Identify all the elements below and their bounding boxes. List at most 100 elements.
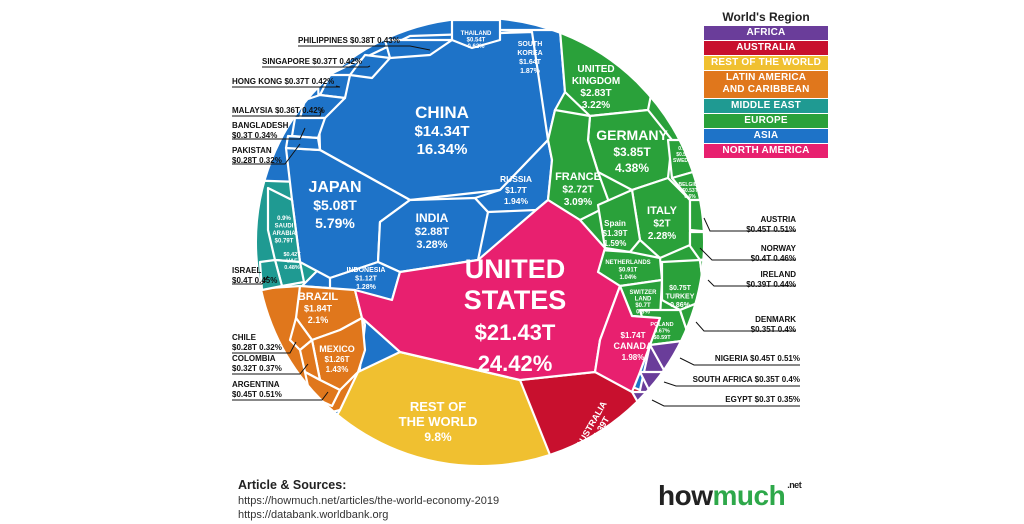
ext-label-israel-line: $0.4T 0.45%: [232, 276, 277, 285]
label-spain-line: 1.59%: [604, 239, 627, 248]
ext-label-chile-line: $0.28T 0.32%: [232, 343, 282, 352]
label-poland-line: $0.59T: [653, 335, 671, 341]
ext-label-malaysia-line: MALAYSIA $0.36T 0.42%: [232, 106, 325, 115]
label-china-line: 16.34%: [417, 141, 468, 158]
label-china-line: $14.34T: [414, 123, 469, 140]
ext-label-chile: CHILE$0.28T 0.32%: [232, 333, 297, 354]
cell-norway: [688, 230, 704, 262]
label-france-line: FRANCE: [555, 171, 601, 183]
label-brazil-line: 2.1%: [308, 315, 329, 325]
sources: Article & Sources: https://howmuch.net/a…: [238, 478, 499, 522]
label-canada-line: 1.98%: [622, 353, 645, 362]
legend-item-label: ASIA: [753, 130, 779, 141]
legend-item-label: MIDDLE EAST: [731, 100, 801, 111]
label-switzerland-line: SWITZER: [630, 290, 658, 296]
ext-label-argentina-line: ARGENTINA: [232, 380, 280, 389]
ext-label-egypt: EGYPT $0.3T 0.35%: [651, 395, 800, 407]
label-thailand-line: 0.62%: [467, 44, 485, 50]
leader-line: [232, 85, 341, 88]
label-mexico-line: 1.43%: [326, 365, 349, 374]
label-uk-line: KINGDOM: [572, 76, 620, 87]
label-russia: RUSSIA$1.7T1.94%: [500, 174, 532, 206]
legend-item-asia: ASIA: [704, 129, 828, 143]
ext-label-hong-kong: HONG KONG $0.37T 0.42%: [232, 77, 341, 88]
label-germany-line: GERMANY: [596, 127, 668, 143]
label-russia-line: 1.94%: [504, 196, 529, 206]
brand-part2: much: [712, 480, 786, 511]
legend-item-australia: AUSTRALIA: [704, 41, 828, 55]
legend-item-label: NORTH AMERICA: [722, 145, 810, 156]
label-thailand-line: $0.54T: [467, 38, 486, 44]
label-turkey-line: TURKEY: [666, 294, 695, 301]
ext-label-colombia-line: $0.32T 0.37%: [232, 364, 282, 373]
ext-label-denmark: DENMARK$0.35T 0.4%: [695, 315, 796, 334]
label-belgium-line: $0.53T: [682, 188, 698, 194]
label-sweden-line: 0.6%: [678, 146, 690, 152]
label-saudi-line: 0.9%: [277, 216, 291, 222]
source-link-databank[interactable]: https://databank.worldbank.org: [238, 509, 389, 521]
chart-outline: [255, 17, 705, 467]
leader-line: [262, 65, 371, 68]
source-link-article[interactable]: https://howmuch.net/articles/the-world-e…: [238, 495, 500, 507]
label-rest-line: 9.8%: [424, 430, 452, 444]
ext-label-denmark-line: $0.35T 0.4%: [751, 325, 796, 334]
cell-canada: [593, 284, 662, 394]
label-mexico-line: MEXICO: [319, 344, 355, 354]
ext-label-pakistan-line: $0.28T 0.32%: [232, 156, 282, 165]
legend-title: World's Region: [722, 10, 810, 24]
label-france-line: 3.09%: [564, 197, 592, 208]
cell-spain: [596, 188, 642, 254]
label-poland-line: POLAND: [650, 322, 673, 328]
label-rest-line: THE WORLD: [399, 414, 478, 429]
label-italy-line: 2.28%: [648, 231, 676, 242]
label-turkey-line: 0.86%: [670, 302, 691, 309]
label-switzerland-line: LAND: [635, 297, 652, 303]
ext-label-austria-line: AUSTRIA: [760, 215, 796, 224]
ext-label-egypt-line: EGYPT $0.3T 0.35%: [725, 395, 800, 404]
leader-line: [232, 341, 297, 354]
legend-items: AFRICA AUSTRALIA REST OF THE WORLD LATIN AM…: [704, 26, 828, 158]
cell-france: [546, 108, 612, 222]
label-germany-line: 4.38%: [615, 161, 649, 175]
label-switzerland-line: 0.8%: [636, 310, 650, 316]
label-uae-line: UAE: [286, 259, 298, 265]
ext-label-argentina: ARGENTINA$0.45T 0.51%: [232, 380, 329, 401]
cell-bangladesh: [290, 116, 327, 140]
label-france-line: $2.72T: [562, 185, 593, 196]
label-rest-line: REST OF: [410, 399, 466, 414]
label-japan-line: $5.08T: [313, 197, 357, 213]
label-netherlands-line: 1.04%: [619, 275, 637, 281]
ext-label-bangladesh-line: $0.3T 0.34%: [232, 131, 277, 140]
legend: World's Region AFRICA AUSTRALIA REST OF TH…: [704, 10, 828, 159]
leader-line: [232, 391, 329, 401]
label-uk-line: UNITED: [577, 64, 614, 75]
ext-label-israel-line: ISRAEL: [232, 266, 261, 275]
ext-label-ireland-line: $0.39T 0.44%: [746, 280, 796, 289]
ext-label-bangladesh-line: BANGLADESH: [232, 121, 289, 130]
label-netherlands-line: NETHERLANDS: [605, 260, 650, 266]
label-japan: JAPAN$5.08T 5.79%: [308, 179, 361, 231]
label-poland-line: 0.67%: [654, 329, 670, 335]
label-belgium-line: BELGIUM: [678, 182, 701, 188]
label-uk-line: $2.83T: [580, 88, 611, 99]
ext-label-israel: ISRAEL$0.4T 0.45%: [232, 266, 277, 285]
label-brazil-line: BRAZIL: [298, 291, 339, 303]
legend-item-label: LATIN AMERICA: [725, 72, 807, 83]
label-spain-line: Spain: [604, 219, 626, 228]
label-indonesia-line: 1.28%: [356, 284, 377, 291]
label-us-line: $21.43T: [475, 320, 556, 345]
external-labels: PHILIPPINES $0.38T 0.43% SINGAPORE $0.37T…: [232, 36, 800, 407]
label-us-line: 24.42%: [478, 351, 553, 376]
label-sweden-line: SWEDEN: [673, 158, 695, 164]
label-canada-line: $1.74T: [621, 331, 646, 340]
